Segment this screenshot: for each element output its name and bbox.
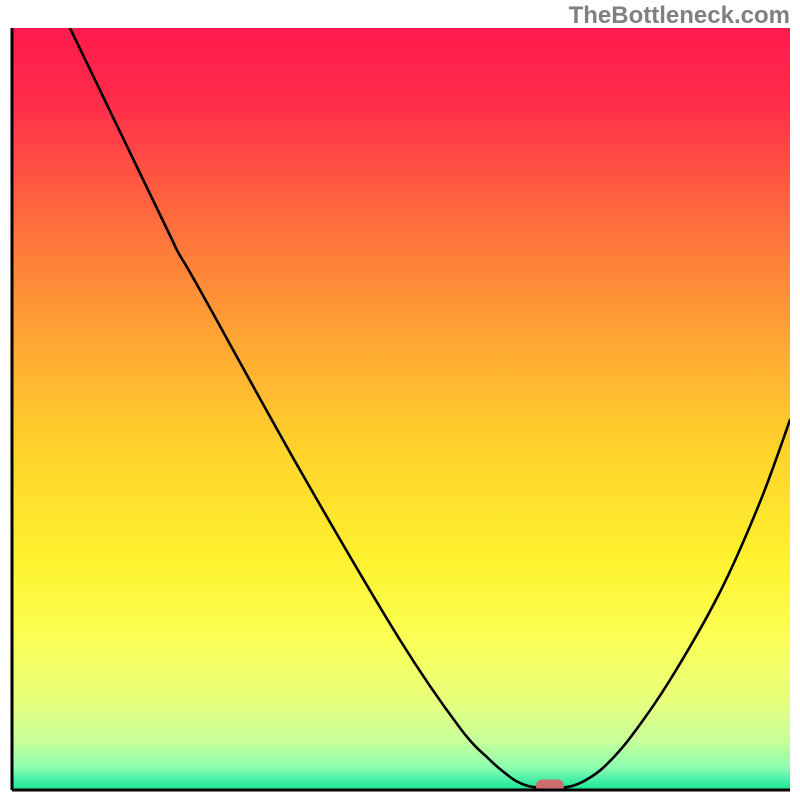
chart-container: TheBottleneck.com: [0, 0, 800, 800]
bottleneck-curve-chart: [0, 0, 800, 800]
watermark-text: TheBottleneck.com: [569, 2, 790, 30]
